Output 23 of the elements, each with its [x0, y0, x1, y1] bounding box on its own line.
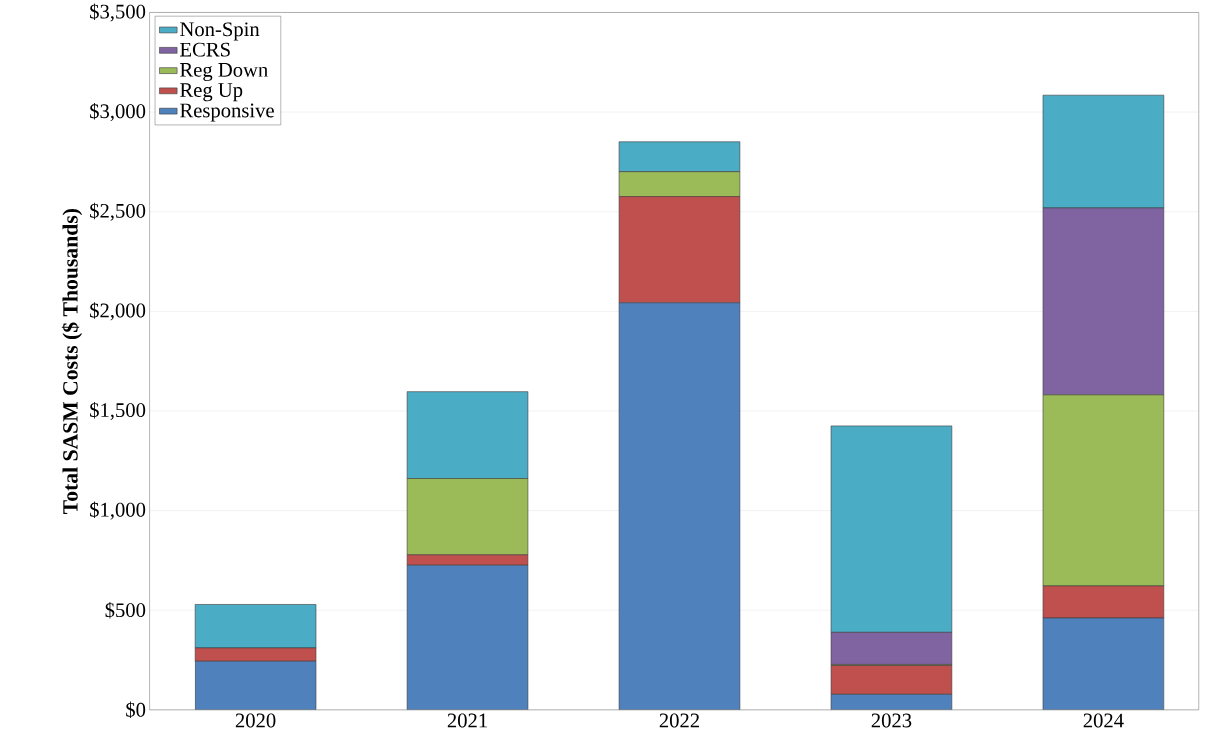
y-tick-label: $0: [126, 701, 146, 718]
y-tick-label: $2,000: [90, 302, 146, 321]
y-axis-title: Total SASM Costs ($ Thousands): [61, 208, 83, 514]
legend-label: ECRS: [180, 42, 230, 57]
x-tick-label: 2022: [659, 713, 699, 728]
legend-label: Reg Down: [180, 62, 268, 81]
legend-label: Responsive: [180, 103, 274, 122]
bar: [406, 564, 529, 710]
bar: [194, 660, 317, 710]
legend-label: Reg Up: [180, 83, 243, 102]
y-tick-label: $2,500: [90, 202, 146, 221]
bar: [1042, 617, 1165, 710]
y-tick-label: $1,500: [90, 401, 146, 420]
bar: [618, 302, 741, 710]
x-tick-label: 2024: [1083, 713, 1124, 728]
x-tick-label: 2021: [447, 713, 487, 728]
y-tick-label: $500: [105, 601, 146, 619]
y-tick-label: $3,000: [90, 102, 146, 122]
x-tick-label: 2023: [871, 713, 912, 728]
y-tick-label: $1,000: [90, 501, 146, 520]
x-tick-label: 2020: [235, 713, 276, 728]
y-tick-label: $3,500: [90, 3, 146, 22]
legend-label: Non-Spin: [180, 22, 260, 41]
